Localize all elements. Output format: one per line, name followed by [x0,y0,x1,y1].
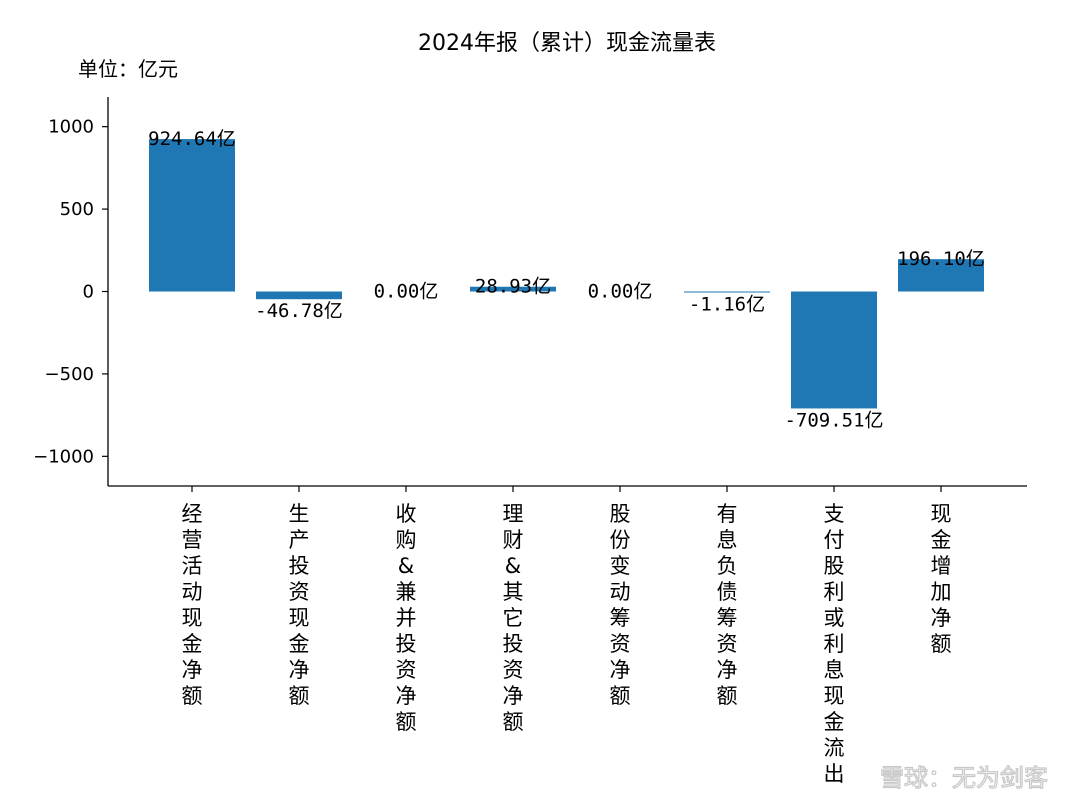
bar [684,291,770,293]
y-tick-label: 1000 [48,117,94,138]
bar-data-label: -46.78亿 [255,300,343,322]
x-tick-label: 股份变动筹资净额 [610,502,631,708]
bar-data-label: 196.10亿 [897,248,985,270]
x-tick-label: 现金增加净额 [931,502,952,656]
bar-data-label: 0.00亿 [588,281,653,303]
bar-data-label: 28.93亿 [475,276,551,298]
bar [898,259,984,292]
unit-label: 单位：亿元 [78,57,178,81]
x-tick-label: 支付股利或利息现金流出 [824,502,845,786]
data-labels-group: 924.64亿 -46.78亿 0.00亿 28.93亿 0.00亿 -1.16亿 -709… [148,128,985,431]
x-tick-label: 经营活动现金净额 [182,502,203,708]
bar [791,291,877,409]
y-axis: 1000 500 0 −500 −1000 [33,97,109,486]
y-tick-label: 500 [60,199,94,220]
x-tick-label: 生产投资现金净额 [289,502,310,708]
bar-data-label: 0.00亿 [374,281,439,303]
y-tick-label: −500 [45,364,94,385]
x-tick-label: 理财&其它投资净额 [503,502,524,734]
bar-data-label: -709.51亿 [784,409,883,431]
chart-title: 2024年报（累计）现金流量表 [418,31,716,56]
bar [470,286,556,292]
watermark-text: 雪球：无为剑客 [880,764,1048,792]
x-tick-label: 收购&兼并投资净额 [396,502,417,734]
bar [256,291,342,300]
x-axis: 经营活动现金净额 生产投资现金净额 收购&兼并投资净额 理财&其它投资净额 股份变动筹资… [108,485,1027,786]
bar-data-label: -1.16亿 [689,294,765,316]
y-tick-label: −1000 [33,446,94,467]
bar-data-label: 924.64亿 [148,128,236,150]
bars-group [149,139,984,409]
bar [149,139,235,292]
x-tick-label: 有息负债筹资净额 [717,502,738,708]
y-tick-label: 0 [83,282,94,303]
